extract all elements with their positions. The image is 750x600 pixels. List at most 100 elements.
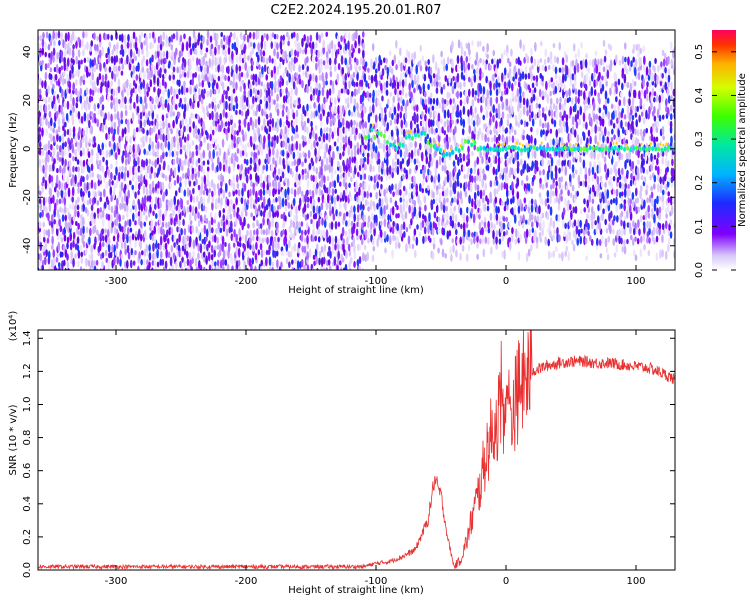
spectrogram-cell — [121, 89, 124, 98]
spectrogram-cell — [356, 221, 359, 228]
spectrogram-cell — [310, 120, 313, 128]
spectrogram-cell — [453, 196, 457, 203]
spectrogram-cell — [154, 50, 158, 60]
spectrogram-cell — [502, 216, 506, 222]
spectrogram-cell — [123, 202, 127, 212]
spectrogram-cell — [353, 205, 356, 214]
spectrogram-cell — [47, 96, 51, 103]
spectrogram-cell — [47, 140, 51, 150]
spectrogram-cell — [549, 206, 553, 216]
spectrogram-cell — [350, 220, 354, 227]
spectrogram-cell — [435, 127, 438, 134]
spectrogram-cell — [146, 90, 149, 97]
spectrogram-cell — [48, 195, 51, 205]
spectrogram-cell — [146, 129, 149, 136]
spectrogram-cell — [108, 140, 112, 148]
spectrogram-cell — [525, 175, 529, 182]
spectrogram-cell — [463, 212, 466, 223]
spectrogram-cell — [135, 212, 138, 219]
spectrogram-cell — [138, 182, 141, 191]
spectrogram-cell — [61, 141, 65, 150]
spectrogram-cell — [77, 37, 81, 43]
spectrogram-cell — [421, 219, 425, 229]
spectrogram-cell — [473, 126, 477, 135]
spectrogram-cell — [45, 117, 48, 126]
spectrogram-cell — [80, 59, 83, 65]
spectrogram-cell — [486, 164, 490, 172]
spectrogram-cell — [104, 249, 108, 257]
spectrogram-cell — [96, 151, 99, 162]
spectrogram-cell — [363, 106, 367, 114]
spectrogram-cell — [284, 228, 287, 238]
spectrogram-cell — [178, 136, 182, 143]
spectrogram-cell — [248, 257, 252, 267]
spectrogram-cell — [411, 79, 414, 89]
spectrogram-cell — [373, 226, 376, 237]
spectrogram-cell — [572, 42, 576, 52]
spectrogram-cell — [348, 233, 351, 240]
spectrogram-cell — [218, 147, 222, 157]
spectrogram-cell — [530, 203, 534, 213]
spectrogram-cell — [240, 35, 244, 41]
spectrogram-cell — [585, 218, 588, 228]
spectrogram-cell — [329, 119, 333, 128]
spectrogram-cell — [325, 51, 329, 59]
spectrogram-cell — [467, 152, 470, 159]
spectrogram-cell — [347, 171, 351, 177]
spectrogram-cell — [240, 197, 244, 205]
spectrogram-cell — [195, 236, 198, 246]
spectrogram-cell — [273, 250, 277, 259]
spectrogram-cell — [74, 237, 77, 245]
spectrogram-cell — [563, 97, 567, 106]
spectrogram-cell — [58, 66, 61, 75]
spectrogram-cell — [38, 126, 42, 133]
spectrogram-cell — [60, 50, 64, 58]
spectrogram-cell — [583, 104, 587, 114]
spectrogram-cell — [298, 152, 302, 160]
spectrogram-cell — [87, 259, 91, 267]
spectrogram-cell — [381, 68, 385, 77]
spectrogram-cell — [541, 227, 544, 237]
spectrogram-cell — [348, 109, 351, 117]
spectrogram-cell — [462, 105, 466, 115]
spectrogram-cell — [345, 211, 349, 217]
spectrogram-cell — [308, 41, 312, 49]
spectrogram-cell — [39, 77, 42, 86]
spectrogram-cell — [227, 46, 231, 55]
spectrogram-cell — [208, 264, 212, 270]
spectrogram-cell — [394, 152, 398, 161]
spectrogram-cell — [275, 197, 278, 203]
spectrogram-cell — [309, 34, 313, 43]
spectrogram-cell — [423, 73, 427, 82]
spectrogram-cell — [320, 49, 323, 58]
spectrogram-cell — [293, 99, 297, 105]
spectrogram-cell — [179, 97, 182, 104]
spectrogram-cell — [557, 158, 561, 166]
spectrogram-cell — [162, 228, 165, 237]
spectrogram-cell — [356, 142, 360, 149]
spectrogram-cell — [118, 267, 121, 270]
spectrogram-cell — [192, 249, 195, 259]
spectrogram-cell — [235, 46, 239, 56]
spectrogram-cell — [232, 174, 236, 183]
spectrogram-cell — [223, 180, 226, 186]
spectrogram-cell — [162, 173, 165, 179]
spectrogram-cell — [56, 168, 59, 174]
spectrogram-cell — [292, 63, 296, 72]
spectrogram-cell — [69, 204, 72, 210]
spectrogram-cell — [564, 72, 567, 82]
spectrogram-cell — [567, 251, 571, 262]
spectrogram-cell — [93, 103, 97, 112]
spectrogram-cell — [194, 71, 198, 78]
spectrogram-cell — [306, 222, 309, 231]
spectrogram-cell — [281, 77, 285, 87]
spectrogram-cell — [42, 31, 45, 39]
spectrogram-cell — [110, 205, 114, 214]
spectrogram-cell — [446, 119, 450, 126]
spectrogram-cell — [263, 205, 267, 214]
spectrogram-cell — [130, 88, 133, 98]
spectrogram-cell — [549, 184, 553, 190]
spectrogram-cell — [552, 103, 556, 110]
spectrogram-cell — [320, 158, 324, 168]
spectrogram-cell — [347, 121, 351, 129]
